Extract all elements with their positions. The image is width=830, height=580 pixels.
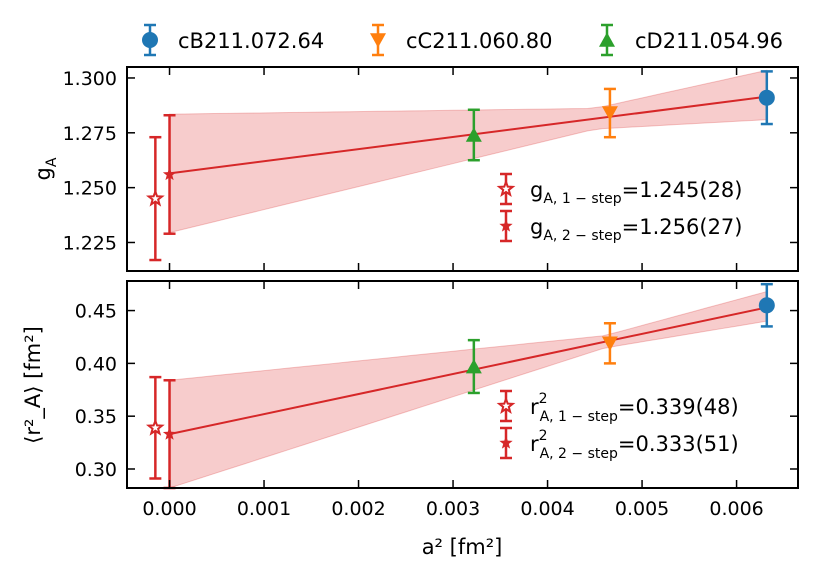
ga-continuum-point-1: [145, 188, 165, 207]
ga-ytick-label: 1.250: [63, 178, 117, 200]
legend-marker-cC211.060.80: [370, 33, 386, 48]
legend-label-value: =0.333(51): [618, 432, 739, 456]
ga-x-ticks: [168, 67, 738, 271]
rA2-ytick-label: 0.40: [75, 353, 117, 375]
rA2-axes-frame: [126, 280, 799, 489]
legend-label-value: =1.256(27): [622, 215, 743, 239]
rA2-continuum-point-2: [162, 427, 177, 440]
legend-label-symbol: r: [530, 432, 539, 456]
ga-legend-marker-2: [499, 219, 513, 232]
rA2-fit-band: [169, 290, 768, 489]
legend-label-sub: A, 2 − step: [540, 446, 618, 462]
panel-ga: 1.225 1.250 1.275 1.300 gA gA, 1 − step=1.2…: [31, 66, 799, 272]
legend-label-cB211.072.64: cB211.072.64: [178, 29, 324, 53]
rA2-point-cC211.060.80: [601, 336, 618, 351]
rA2-y-axis-label: ⟨r²_A⟩ [fm²]: [21, 326, 46, 444]
legend-label-symbol: r: [530, 395, 539, 419]
ga-point-cC211.060.80: [601, 106, 618, 121]
legend-label-value: =0.339(48): [618, 395, 739, 419]
rA2-xtick-label: 0.002: [331, 498, 385, 520]
ga-ytick-label: 1.275: [63, 123, 117, 145]
rA2-continuum-point-1: [145, 417, 165, 436]
rA2-xtick-label: 0.005: [615, 498, 669, 520]
legend-label-cC211.060.80: cC211.060.80: [406, 29, 552, 53]
ga-plot-area: [145, 69, 775, 262]
ga-ytick-label: 1.300: [63, 68, 117, 90]
rA2-xtick-label: 0.001: [237, 498, 291, 520]
rA2-xtick-label: 0.006: [709, 498, 763, 520]
ga-legend-label-1: gA, 1 − step=1.245(28): [530, 178, 742, 207]
legend-label-value: =1.245(28): [622, 178, 743, 202]
ga-legend-label-2: gA, 2 − step=1.256(27): [530, 215, 742, 244]
ga-y-axis-label: gA: [31, 157, 60, 180]
rA2-legend-marker-1: [496, 396, 516, 414]
rA2-ytick-label: 0.30: [75, 459, 117, 481]
rA2-fit-legend: r2 A, 1 − step=0.339(48)r2 A, 2 − step=0.3…: [496, 389, 739, 462]
rA2-legend-marker-2: [499, 436, 513, 449]
legend-label-cD211.054.96: cD211.054.96: [635, 29, 783, 53]
legend-label-symbol: g: [530, 178, 543, 202]
ga-axes-frame: [126, 66, 799, 272]
rA2-legend-label-1: r2 A, 1 − step=0.339(48): [530, 391, 739, 425]
ga-legend-marker-1: [496, 179, 516, 197]
rA2-ytick-label: 0.45: [75, 301, 117, 323]
legend-label-sub: A, 2 − step: [543, 228, 621, 244]
rA2-x-ticks: 0.000 0.001 0.002 0.003 0.004 0.005 0.006: [142, 281, 764, 520]
x-axis-label: a² [fm²]: [422, 535, 503, 559]
legend-marker-cD211.054.96: [599, 32, 615, 47]
rA2-y-ticks: 0.30 0.35 0.40 0.45: [75, 301, 798, 481]
rA2-point-cD211.054.96: [465, 358, 482, 374]
rA2-xtick-label: 0.000: [142, 498, 196, 520]
ga-y-ticks: 1.225 1.250 1.275 1.300: [63, 68, 798, 254]
rA2-legend-label-2: r2 A, 2 − step=0.333(51): [530, 428, 739, 462]
ensemble-legend: cB211.072.64 cC211.060.80 cD211.054.96: [142, 23, 783, 57]
rA2-xtick-label: 0.004: [520, 498, 574, 520]
legend-label-sub: A, 1 − step: [543, 191, 621, 207]
legend-marker-cB211.072.64: [142, 32, 158, 48]
ga-fit-legend: gA, 1 − step=1.245(28)gA, 2 − step=1.256…: [496, 172, 742, 244]
legend-label-sup: 2: [539, 391, 548, 407]
rA2-ytick-label: 0.35: [75, 406, 117, 428]
rA2-plot-area: [145, 282, 775, 490]
legend-label-sup: 2: [539, 428, 548, 444]
ga-ytick-label: 1.225: [63, 232, 117, 254]
ga-fit-line: [169, 95, 767, 175]
ga-point-cD211.054.96: [465, 127, 482, 142]
ga-continuum-point-2: [162, 167, 177, 181]
panel-rA2: 0.300.350.400.45 0.000 0.001 0.002 0.003 0.0…: [21, 280, 799, 520]
legend-label-symbol: g: [530, 215, 543, 239]
ga-fit-band: [169, 69, 768, 234]
ga-point-cB211.072.64: [758, 89, 775, 106]
legend-label-sub: A, 1 − step: [540, 409, 618, 425]
rA2-point-cB211.072.64: [758, 297, 775, 314]
rA2-xtick-label: 0.003: [426, 498, 480, 520]
